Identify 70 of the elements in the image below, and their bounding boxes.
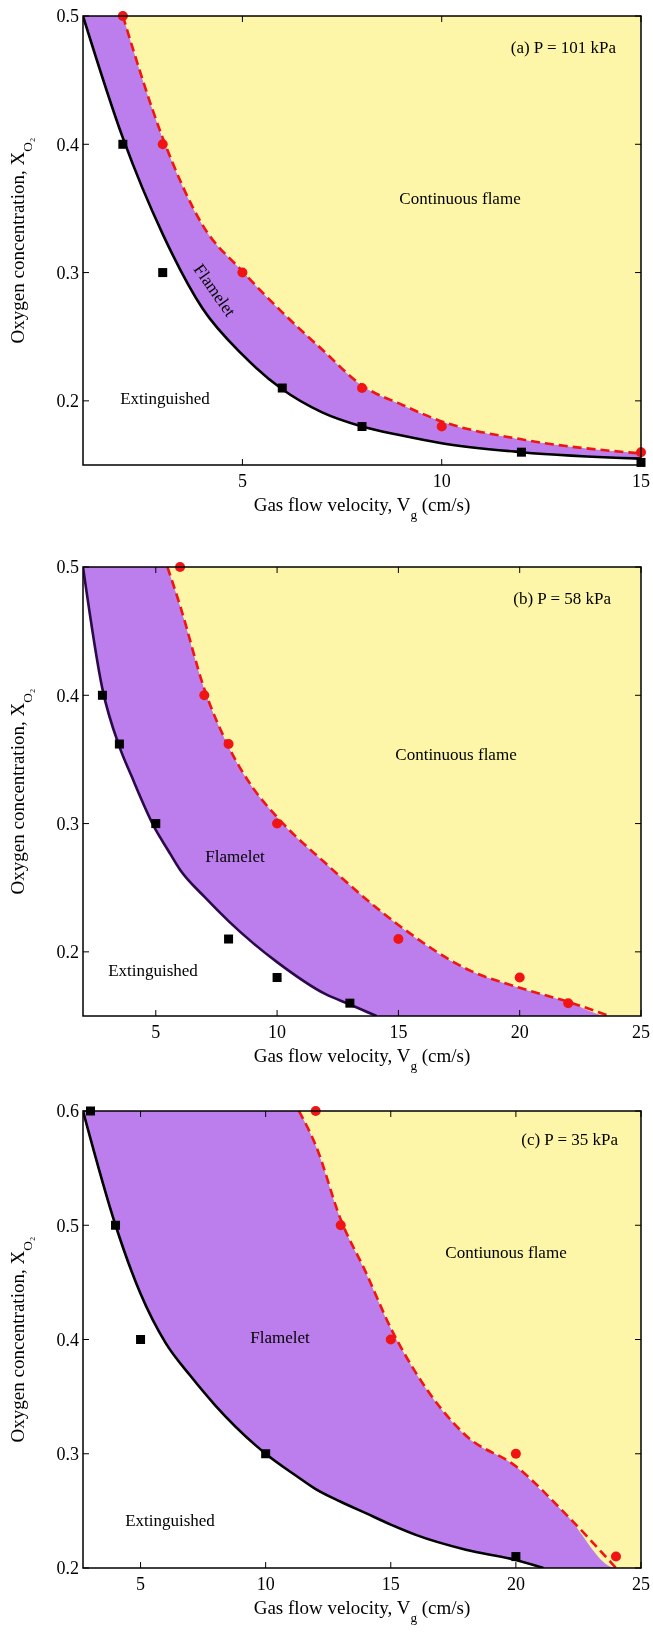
y-tick-label: 0.4 <box>56 685 79 706</box>
text: (c) P = 35 kPa <box>521 1130 619 1149</box>
x-axis-title: Gas flow velocity, V$_{g}$ (cm/s) <box>253 1045 471 1073</box>
point <box>510 1448 521 1459</box>
x-tick-label: 25 <box>632 1022 650 1042</box>
point <box>357 422 367 432</box>
point <box>272 818 283 829</box>
point <box>151 819 161 829</box>
point <box>335 1220 346 1231</box>
x-tick-label: 10 <box>256 1574 275 1594</box>
annotation: Contiunous flame <box>445 1242 567 1262</box>
annotation: Flamelet <box>205 846 266 866</box>
point <box>277 383 287 393</box>
point <box>111 1220 121 1230</box>
point <box>563 998 574 1009</box>
point <box>158 268 168 278</box>
x-tick-label: 15 <box>632 471 650 491</box>
y-tick-label: 0.2 <box>56 942 79 963</box>
x-tick-label: 10 <box>432 471 451 491</box>
point <box>610 1551 621 1562</box>
y-tick-label: 0.3 <box>56 1444 79 1465</box>
x-tick-label: 15 <box>381 1574 400 1594</box>
y-tick-label: 0.6 <box>56 1101 79 1122</box>
y-tick-label: 0.2 <box>56 1558 79 1579</box>
text: (b) P = 58 kPa <box>513 589 612 608</box>
text: (a) P = 101 kPa <box>510 38 617 57</box>
y-tick-label: 0.3 <box>56 262 79 283</box>
point <box>136 1335 146 1344</box>
point <box>511 1552 521 1562</box>
x-tick-label: 5 <box>151 1022 161 1042</box>
point <box>224 934 234 944</box>
annotation: Extinguished <box>120 388 211 408</box>
point <box>118 139 128 149</box>
x-tick-label: 25 <box>632 1574 650 1594</box>
point <box>157 139 168 150</box>
y-tick-label: 0.4 <box>56 1329 79 1350</box>
x-tick-label: 20 <box>506 1574 525 1594</box>
annotation: Continuous flame <box>395 744 517 764</box>
y-tick-label: 0.2 <box>56 391 79 412</box>
point <box>272 973 282 983</box>
x-tick-label: 10 <box>268 1022 287 1042</box>
point <box>516 447 526 457</box>
y-tick-label: 0.5 <box>56 557 79 578</box>
annotation: Continuous flame <box>399 188 521 208</box>
annotation: Flamelet <box>250 1327 311 1347</box>
annotation: Extinguished <box>125 1510 216 1530</box>
point <box>514 972 525 983</box>
x-axis-title: Gas flow velocity, V$_{g}$ (cm/s) <box>253 1597 471 1625</box>
y-tick-label: 0.4 <box>56 134 79 155</box>
point <box>261 1449 271 1459</box>
point <box>237 267 248 278</box>
x-axis-title: Gas flow velocity, V$_{g}$ (cm/s) <box>253 494 471 522</box>
line-series <box>83 567 378 1016</box>
point <box>114 739 124 749</box>
y-tick-label: 0.5 <box>56 6 79 27</box>
x-tick-label: 5 <box>136 1574 146 1594</box>
point <box>223 739 234 750</box>
point <box>393 934 404 945</box>
point <box>436 421 447 432</box>
x-tick-label: 20 <box>510 1022 529 1042</box>
x-tick-label: 5 <box>237 471 247 491</box>
x-tick-label: 15 <box>389 1022 408 1042</box>
annotation: Extinguished <box>108 960 199 980</box>
y-tick-label: 0.3 <box>56 813 79 834</box>
y-tick-label: 0.5 <box>56 1215 79 1236</box>
point <box>357 383 367 394</box>
point <box>345 998 355 1008</box>
point <box>199 690 210 701</box>
point <box>97 690 107 700</box>
point <box>385 1334 396 1345</box>
